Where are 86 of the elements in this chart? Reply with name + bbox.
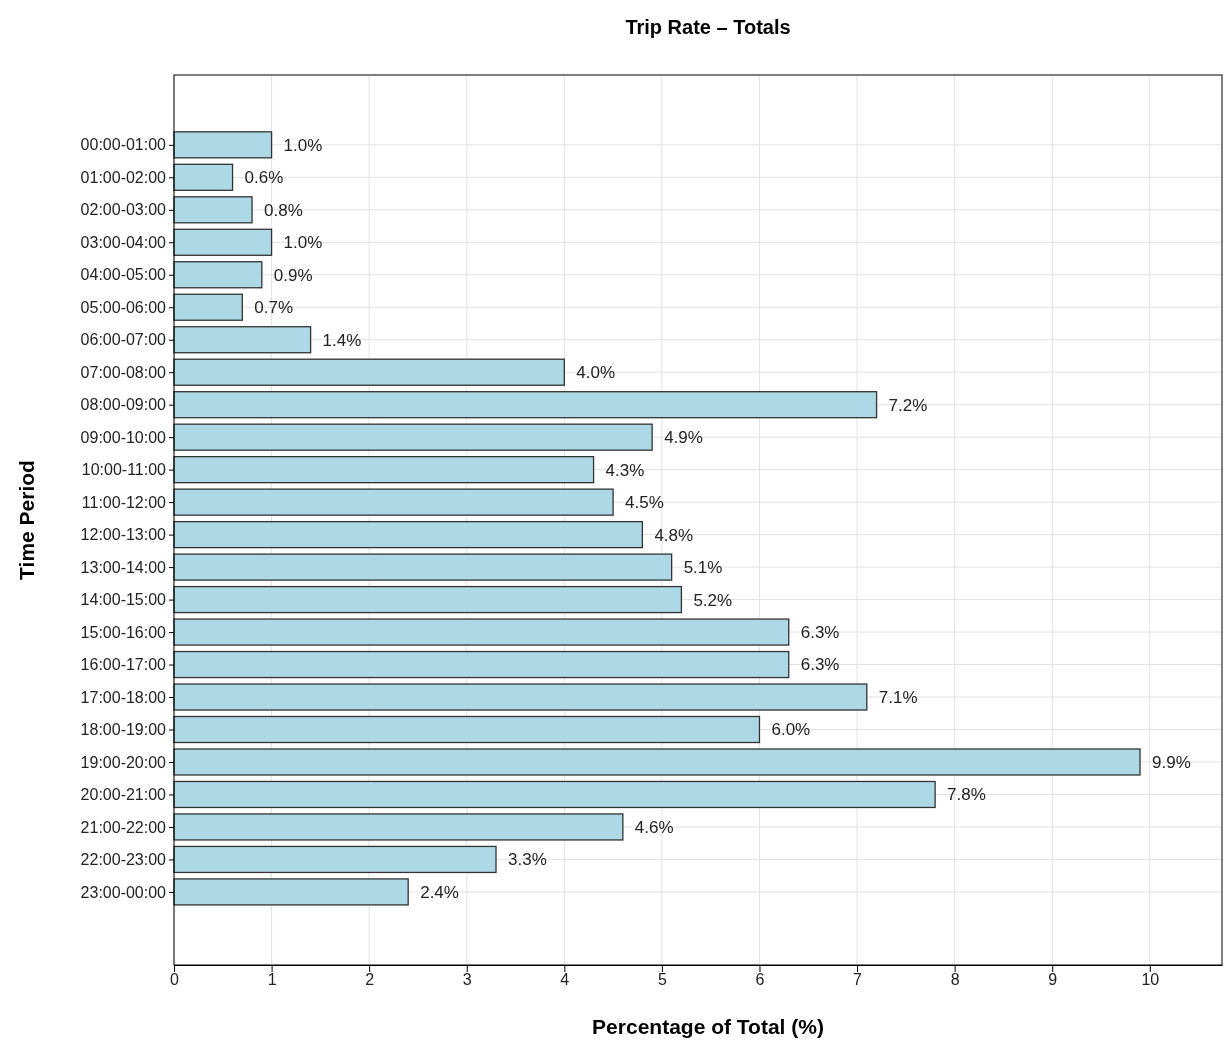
y-tick-label: 03:00-04:00	[80, 233, 167, 251]
x-tick-label: 5	[657, 971, 667, 989]
bar	[173, 196, 253, 224]
x-tick-label: 8	[950, 971, 960, 989]
y-axis-title: Time Period	[15, 460, 38, 580]
data-label: 0.9%	[273, 265, 313, 285]
data-label: 6.3%	[800, 623, 840, 643]
data-label: 5.2%	[693, 590, 733, 610]
x-tick-label: 2	[365, 971, 375, 989]
bar	[173, 358, 565, 386]
x-axis-title: Percentage of Total (%)	[592, 1015, 824, 1038]
y-tick-label: 05:00-06:00	[80, 298, 167, 316]
y-tick-label: 10:00-11:00	[81, 461, 167, 479]
y-tick-label: 22:00-23:00	[80, 851, 167, 869]
data-label: 5.1%	[683, 558, 723, 578]
y-tick-label: 15:00-16:00	[80, 623, 167, 641]
data-label: 1.4%	[322, 330, 362, 350]
y-tick-label: 14:00-15:00	[80, 591, 167, 609]
data-label: 6.0%	[771, 720, 811, 740]
y-tick-label: 09:00-10:00	[80, 428, 167, 446]
x-tick-label: 4	[560, 971, 570, 989]
y-tick-label: 12:00-13:00	[80, 526, 167, 544]
x-tick-label: 6	[755, 971, 765, 989]
data-label: 7.1%	[878, 687, 918, 707]
data-label: 6.3%	[800, 655, 840, 675]
y-tick-label: 18:00-19:00	[80, 721, 167, 739]
bar	[173, 488, 614, 516]
bar	[173, 683, 868, 711]
data-label: 1.0%	[283, 135, 323, 155]
bar	[173, 520, 644, 549]
x-tick-label: 3	[462, 971, 472, 989]
x-tick-label: 10	[1141, 971, 1160, 989]
y-tick-label: 07:00-08:00	[80, 363, 167, 381]
x-tick-label: 9	[1048, 971, 1058, 989]
bar	[173, 423, 653, 451]
data-label: 3.3%	[508, 850, 547, 870]
y-tick-label: 20:00-21:00	[80, 786, 167, 804]
y-tick-label: 11:00-12:00	[81, 493, 167, 511]
data-label: 1.0%	[283, 233, 323, 253]
data-label: 4.8%	[654, 525, 694, 545]
y-tick-label: 08:00-09:00	[80, 396, 167, 414]
data-label: 7.2%	[888, 395, 928, 415]
bar	[173, 163, 234, 191]
y-tick-label: 21:00-22:00	[80, 818, 167, 836]
y-tick-label: 16:00-17:00	[80, 656, 167, 674]
data-label: 9.9%	[1152, 752, 1191, 772]
bar	[173, 261, 263, 289]
y-tick-label: 13:00-14:00	[80, 558, 167, 576]
chart-title: Trip Rate – Totals	[625, 16, 791, 38]
bar	[173, 391, 878, 419]
bar	[173, 456, 595, 484]
bar	[173, 585, 683, 614]
y-tick-label: 17:00-18:00	[80, 688, 167, 706]
bar	[173, 618, 790, 646]
bar	[173, 650, 790, 679]
bar	[173, 326, 312, 354]
bar	[173, 715, 761, 744]
bar	[173, 293, 243, 321]
bar	[173, 780, 936, 809]
y-tick-label: 02:00-03:00	[80, 201, 167, 219]
data-label: 2.4%	[420, 882, 459, 902]
y-tick-label: 01:00-02:00	[80, 168, 167, 186]
data-label: 4.9%	[664, 428, 703, 448]
data-label: 0.6%	[244, 168, 284, 188]
bar	[173, 813, 624, 841]
bar	[173, 131, 273, 159]
bar	[173, 748, 1141, 776]
data-label: 4.3%	[605, 460, 645, 480]
y-tick-label: 19:00-20:00	[80, 753, 167, 771]
y-tick-label: 06:00-07:00	[80, 331, 167, 349]
x-tick-label: 7	[853, 971, 863, 989]
data-label: 4.6%	[634, 817, 674, 837]
bar	[173, 553, 673, 581]
data-label: 0.7%	[254, 298, 294, 318]
y-tick-label: 04:00-05:00	[80, 266, 167, 284]
data-label: 4.0%	[576, 363, 616, 383]
data-label: 0.8%	[264, 200, 303, 220]
bar	[173, 228, 273, 256]
x-tick-label: 1	[267, 971, 277, 989]
x-tick-label: 0	[170, 971, 180, 989]
bar	[173, 845, 497, 874]
data-label: 4.5%	[625, 493, 664, 513]
bar	[173, 878, 409, 906]
data-label: 7.8%	[947, 785, 986, 805]
y-tick-label: 00:00-01:00	[80, 136, 167, 154]
y-tick-label: 23:00-00:00	[80, 883, 167, 901]
